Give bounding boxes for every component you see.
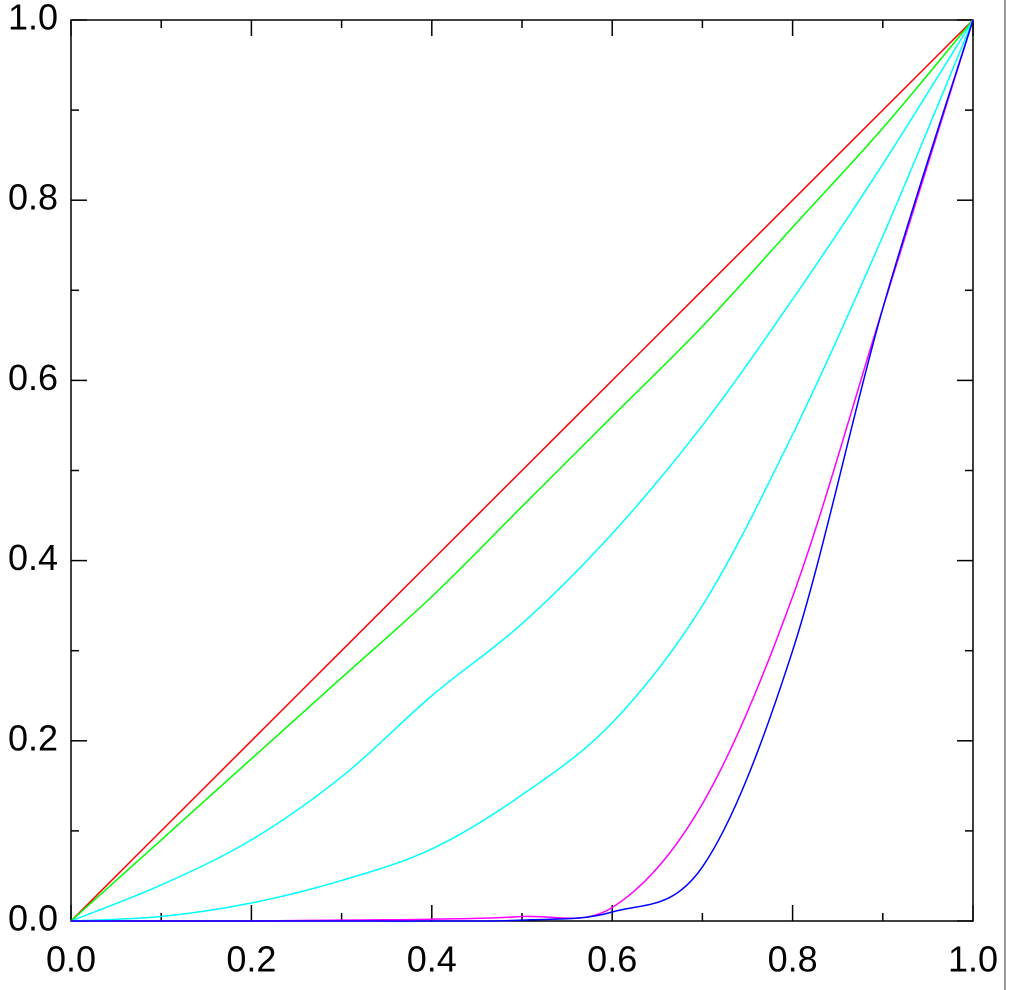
y-tick-label: 0.6 [8, 357, 58, 398]
series-line [70, 19, 974, 922]
series-line [70, 19, 974, 922]
x-tick-label: 0.2 [226, 939, 276, 980]
x-tick-label: 1.0 [948, 939, 998, 980]
y-tick-label: 0.0 [8, 898, 58, 939]
series-line [71, 19, 974, 922]
y-tick-label: 0.8 [8, 177, 58, 218]
x-tick-label: 0.6 [587, 939, 637, 980]
x-tick-label: 0.8 [768, 939, 818, 980]
x-tick-label: 0.4 [407, 939, 457, 980]
series-line [70, 19, 974, 922]
y-tick-label: 0.4 [8, 537, 58, 578]
y-tick-label: 1.0 [8, 0, 58, 38]
series-line [70, 19, 974, 922]
y-tick-label: 0.2 [8, 717, 58, 758]
x-tick-label: 0.0 [46, 939, 96, 980]
